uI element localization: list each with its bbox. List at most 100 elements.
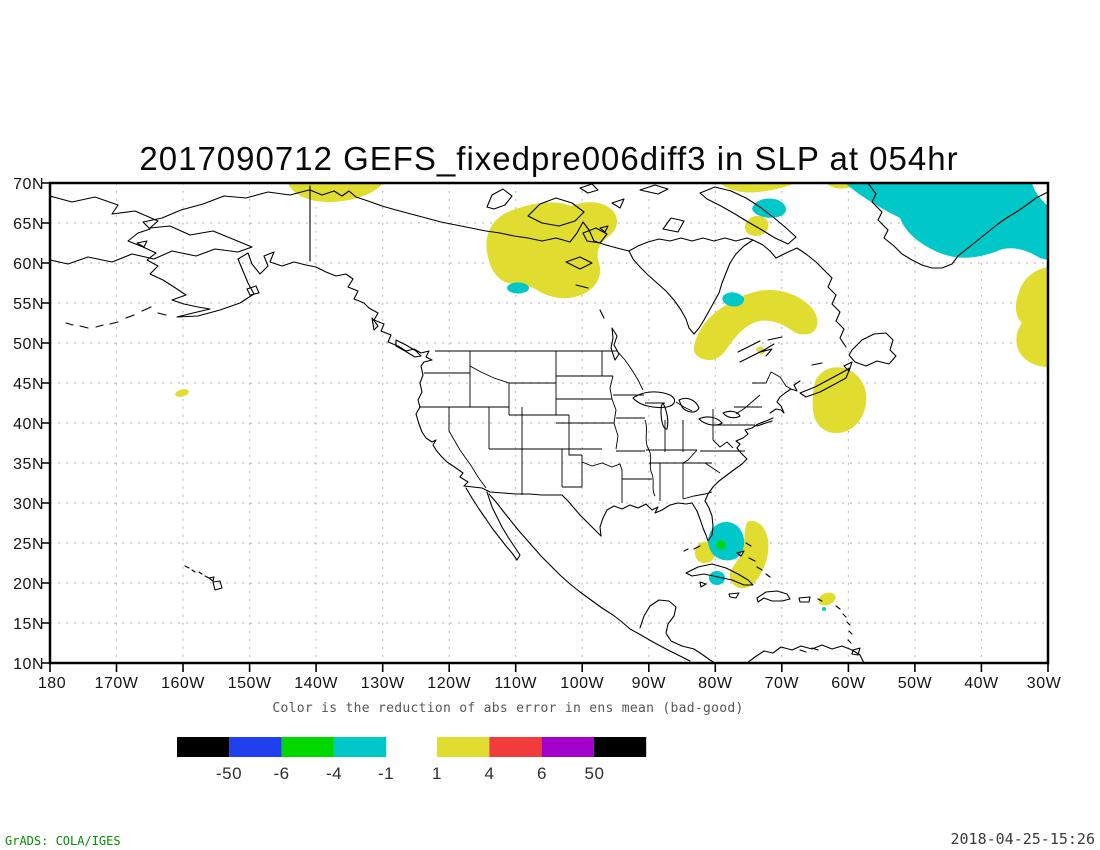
colorbar-segment — [281, 737, 334, 757]
vancouver-island — [395, 339, 422, 358]
lat-label: 10N — [13, 656, 44, 673]
coast-gulf-atlantic — [599, 417, 774, 542]
shade-cyan-region — [507, 282, 529, 294]
somerset-island — [611, 198, 625, 209]
yucatan-central-america — [639, 599, 715, 662]
colorbar: -50 -6 -4 -1 1 4 6 50 — [177, 737, 647, 783]
queen-charlotte — [371, 317, 379, 331]
coast-new-england — [769, 380, 801, 414]
st-lawrence-river — [737, 340, 775, 363]
newfoundland — [848, 332, 897, 367]
great-slave-lake — [565, 256, 593, 270]
plot-title: 2017090712 GEFS_fixedpre006diff3 in SLP … — [139, 140, 958, 177]
baffin-island — [699, 186, 797, 245]
coast-arctic — [309, 189, 630, 252]
coast-greenland — [868, 184, 1047, 269]
puerto-rico — [798, 596, 811, 603]
lon-label: 170W — [95, 675, 139, 692]
devon-island — [639, 184, 669, 195]
colorbar-label: -6 — [273, 764, 289, 783]
coast-alaska-west — [127, 189, 469, 487]
lake-michigan — [660, 402, 669, 430]
shade-yellow-region — [721, 184, 793, 193]
nova-scotia — [799, 367, 851, 398]
lake-huron — [678, 397, 700, 413]
lon-label: 40W — [964, 675, 999, 692]
victoria-island — [527, 197, 585, 227]
shade-cyan-region — [708, 522, 745, 561]
hispaniola — [756, 590, 791, 603]
lat-label: 40N — [13, 416, 44, 433]
long-island — [756, 420, 773, 427]
colorbar-segment — [177, 737, 230, 757]
shade-cyan-region — [822, 607, 826, 611]
contour-shading-negative — [507, 184, 1047, 611]
lon-label: 110W — [494, 675, 537, 692]
kodiak-island — [246, 285, 260, 296]
shade-cyan-region — [722, 292, 745, 307]
colorbar-label: 4 — [485, 764, 495, 783]
colorbar-segment — [489, 737, 542, 757]
anticosti-island — [767, 336, 783, 341]
colorbar-segment — [229, 737, 282, 757]
colorbar-segment — [437, 737, 490, 757]
colorbar-label: -4 — [326, 764, 342, 783]
timestamp: 2018-04-25-15:26 — [951, 830, 1096, 848]
lon-axis-labels: 180 170W 160W 150W 140W 130W 120W 110W 1… — [38, 675, 1061, 692]
great-bear-lake — [582, 227, 608, 244]
baja-california — [465, 487, 521, 561]
axis-ticks — [42, 182, 1049, 672]
lat-label: 15N — [13, 616, 44, 633]
lon-label: 120W — [427, 675, 471, 692]
lat-label: 30N — [13, 496, 44, 513]
aleutian-islands — [65, 306, 167, 329]
coast-south-america — [747, 644, 865, 662]
shade-yellow-region — [729, 521, 769, 589]
shade-yellow-region — [1015, 267, 1047, 367]
cape-breton — [843, 361, 853, 372]
lake-superior — [632, 391, 676, 409]
lat-axis-labels: 70N 65N 60N 55N 50N 45N 40N 35N 30N 25N … — [13, 176, 44, 673]
colorbar-segment — [333, 737, 387, 757]
lon-label: 50W — [898, 675, 933, 692]
corner-notch — [1032, 184, 1047, 206]
king-william — [599, 225, 609, 233]
lat-label: 55N — [13, 296, 44, 313]
coast-st-lawrence-island — [136, 240, 148, 248]
lat-label: 35N — [13, 456, 44, 473]
colorbar-label: 6 — [537, 764, 547, 783]
prince-edward-island — [811, 362, 823, 366]
reindeer-lake — [599, 309, 605, 319]
colorbar-label: -50 — [216, 764, 242, 783]
lake-erie — [698, 416, 723, 426]
jamaica — [728, 592, 740, 599]
lake-ontario — [722, 410, 741, 419]
lon-label: 60W — [831, 675, 866, 692]
shade-cyan-region — [709, 571, 725, 585]
lake-winnipeg — [610, 327, 620, 361]
contour-shading-strong-negative — [716, 540, 726, 550]
shade-yellow-region — [175, 389, 189, 397]
shade-yellow-region — [486, 202, 618, 299]
lat-label: 60N — [13, 256, 44, 273]
cuba — [685, 563, 754, 586]
shade-yellow-region — [818, 592, 836, 606]
state-borders — [419, 350, 792, 503]
coast-siberia — [51, 195, 253, 265]
coast-labrador — [752, 239, 847, 348]
lat-label: 20N — [13, 576, 44, 593]
lon-label: 180 — [38, 675, 66, 692]
hawaii — [184, 565, 223, 591]
coast-hudson-bay — [628, 237, 754, 335]
shade-yellow-region — [812, 367, 867, 434]
lon-label: 80W — [698, 675, 733, 692]
grads-credit: GrADS: COLA/IGES — [5, 834, 121, 848]
lake-athabasca — [575, 284, 589, 289]
coast-mexico-west — [488, 493, 691, 662]
lesser-antilles — [799, 598, 861, 656]
florida-keys — [683, 545, 701, 552]
shade-yellow-region — [744, 215, 769, 236]
lat-label: 70N — [13, 176, 44, 193]
